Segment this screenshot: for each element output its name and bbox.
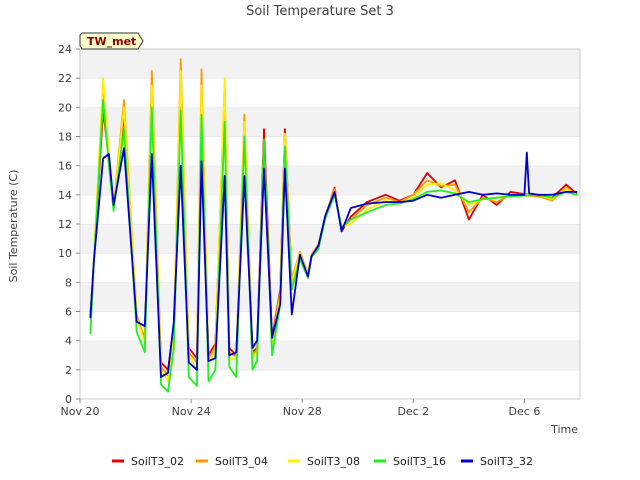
legend-label: SoilT3_32 xyxy=(480,455,533,468)
y-tick-label: 12 xyxy=(58,218,72,231)
legend-label: SoilT3_02 xyxy=(131,455,184,468)
legend-label: SoilT3_08 xyxy=(307,455,360,468)
y-tick-label: 16 xyxy=(58,160,72,173)
legend: SoilT3_02 SoilT3_04 SoilT3_08 SoilT3_16 Soil… xyxy=(112,455,533,468)
series-line-soilt3-32 xyxy=(89,147,578,379)
badge-label: TW_met xyxy=(87,35,136,48)
grid-band xyxy=(80,78,580,108)
x-tick-label: Dec 6 xyxy=(509,405,541,418)
grid-band xyxy=(80,136,580,166)
y-tick-label: 0 xyxy=(65,393,72,406)
legend-label: SoilT3_16 xyxy=(393,455,446,468)
legend-item: SoilT3_32 xyxy=(461,455,533,468)
legend-item: SoilT3_04 xyxy=(196,455,268,468)
y-tick-label: 4 xyxy=(65,335,72,348)
legend-label: SoilT3_04 xyxy=(215,455,268,468)
x-tick-label: Nov 24 xyxy=(172,405,211,418)
grid-band xyxy=(80,107,580,137)
y-tick-label: 8 xyxy=(65,276,72,289)
grid-band xyxy=(80,282,580,312)
grid-band xyxy=(80,224,580,254)
legend-item: SoilT3_02 xyxy=(112,455,184,468)
grid-band xyxy=(80,49,580,79)
y-tick-label: 2 xyxy=(65,364,72,377)
grid-band xyxy=(80,165,580,195)
x-tick-label: Dec 2 xyxy=(397,405,429,418)
series-lines xyxy=(89,58,578,393)
grid-band xyxy=(80,253,580,283)
legend-item: SoilT3_16 xyxy=(374,455,446,468)
grid-band xyxy=(80,311,580,341)
y-tick-label: 18 xyxy=(58,131,72,144)
x-tick-label: Nov 28 xyxy=(283,405,322,418)
y-axis-label: Soil Temperature (C) xyxy=(7,170,20,283)
station-badge: TW_met xyxy=(79,32,144,50)
y-tick-label: 14 xyxy=(58,189,72,202)
y-tick-label: 10 xyxy=(58,247,72,260)
y-tick-label: 20 xyxy=(58,101,72,114)
x-tick-label: Nov 20 xyxy=(61,405,100,418)
y-tick-label: 22 xyxy=(58,72,72,85)
x-axis-label: Time xyxy=(550,423,578,436)
grid-band xyxy=(80,340,580,370)
badge-shape xyxy=(79,32,144,50)
x-axis: Nov 20 Nov 24 Nov 28 Dec 2 Dec 6 xyxy=(61,399,541,418)
chart-title: Soil Temperature Set 3 xyxy=(246,4,394,19)
y-tick-label: 24 xyxy=(58,43,72,56)
grid-band xyxy=(80,369,580,399)
legend-item: SoilT3_08 xyxy=(288,455,360,468)
plot-bands xyxy=(80,48,580,399)
y-tick-label: 6 xyxy=(65,306,72,319)
